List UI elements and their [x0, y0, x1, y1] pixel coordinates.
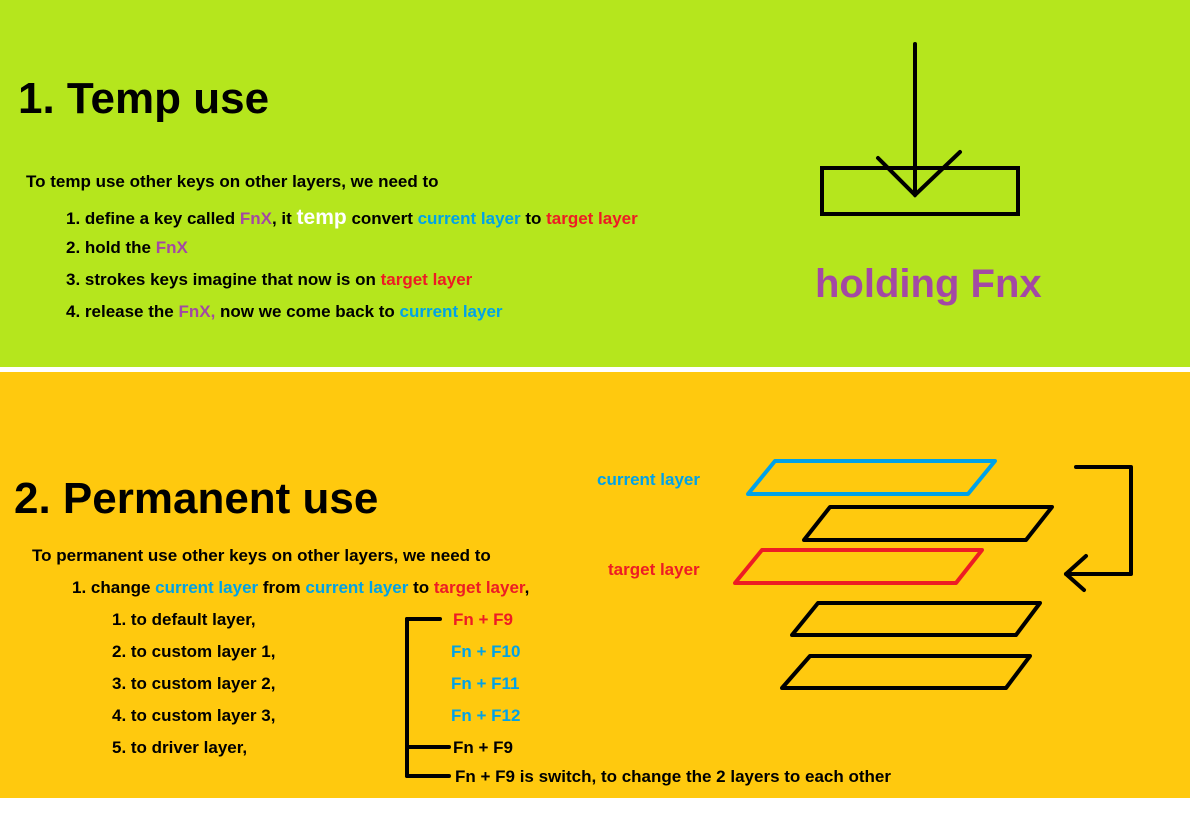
- shortcut-label: Fn + F9: [453, 610, 513, 629]
- current-layer-label: current layer: [155, 578, 259, 597]
- layer-item-label: 2. to custom layer 1,: [112, 642, 276, 661]
- step-text: ,: [524, 578, 530, 597]
- step-text: convert: [346, 209, 418, 228]
- step-text: from: [258, 578, 306, 597]
- shortcut-label: Fn + F9: [453, 738, 513, 757]
- step-text: 3. strokes keys imagine that now is on: [66, 270, 381, 289]
- layer-item-label: 3. to custom layer 2,: [112, 674, 276, 693]
- current-layer-plane: [746, 459, 997, 496]
- step-text: 4. release the: [66, 302, 179, 321]
- temp-step-2: 2. hold the FnX: [66, 238, 188, 258]
- switch-note: Fn + F9 is switch, to change the 2 layer…: [455, 767, 891, 786]
- step-text: 1. define a key called: [66, 209, 240, 228]
- step-text: , it: [271, 209, 297, 228]
- permanent-step-1: 1. change current layer from current lay…: [72, 578, 529, 598]
- step-text: 2. hold the: [66, 238, 156, 257]
- switch-arrow-head: [1064, 554, 1088, 592]
- fnx-key-label: FnX: [239, 209, 272, 228]
- temp-step-4: 4. release the FnX, now we come back to …: [66, 302, 503, 322]
- down-arrow-head: [876, 150, 962, 198]
- step-text: now we come back to: [215, 302, 400, 321]
- target-layer-label: target layer: [546, 209, 638, 228]
- shortcut-bracket: [405, 617, 451, 778]
- layer-plane: [790, 601, 1042, 637]
- temp-step-3: 3. strokes keys imagine that now is on t…: [66, 270, 472, 290]
- section-divider: [0, 367, 1190, 372]
- current-layer-label: current layer: [305, 578, 409, 597]
- step-text: to: [408, 578, 434, 597]
- current-layer-label: current layer: [399, 302, 503, 321]
- step-text: to: [520, 209, 547, 228]
- layer-plane: [802, 505, 1054, 542]
- layer-plane: [780, 654, 1032, 690]
- diagram-current-layer-label: current layer: [597, 470, 700, 489]
- shortcut-label: Fn + F11: [451, 674, 520, 693]
- shortcut-label: Fn + F12: [451, 706, 521, 725]
- permanent-intro: To permanent use other keys on other lay…: [32, 546, 491, 565]
- switch-arrow: [1064, 465, 1133, 592]
- temp-intro: To temp use other keys on other layers, …: [26, 172, 439, 191]
- layer-item-label: 4. to custom layer 3,: [112, 706, 276, 725]
- temp-use-panel: [0, 0, 1190, 367]
- step-text: 1. change: [72, 578, 156, 597]
- target-layer-label: target layer: [380, 270, 473, 289]
- temp-use-heading: 1. Temp use: [18, 74, 270, 123]
- temp-step-1: 1. define a key called FnX, it temp conv…: [66, 206, 638, 230]
- shortcut-label: Fn + F10: [451, 642, 521, 661]
- target-layer-label: target layer: [433, 578, 525, 597]
- target-layer-plane: [733, 548, 984, 585]
- switch-arrow-path: [1064, 465, 1133, 576]
- key-box: [820, 166, 1020, 216]
- permanent-use-heading: 2. Permanent use: [14, 474, 379, 523]
- fnx-key-label: FnX: [155, 238, 188, 257]
- layer-stack-diagram: [733, 459, 1054, 690]
- fnx-key-label: FnX,: [178, 302, 216, 321]
- layer-item-label: 1. to default layer,: [112, 610, 256, 629]
- permanent-use-panel: [0, 372, 1190, 798]
- current-layer-label: current layer: [417, 209, 521, 228]
- holding-fnx-label: holding Fnx: [815, 262, 1042, 306]
- diagram-target-layer-label: target layer: [608, 560, 700, 579]
- key-press-diagram: [820, 42, 1020, 216]
- layer-item-label: 5. to driver layer,: [112, 738, 248, 757]
- temp-word: temp: [296, 206, 347, 229]
